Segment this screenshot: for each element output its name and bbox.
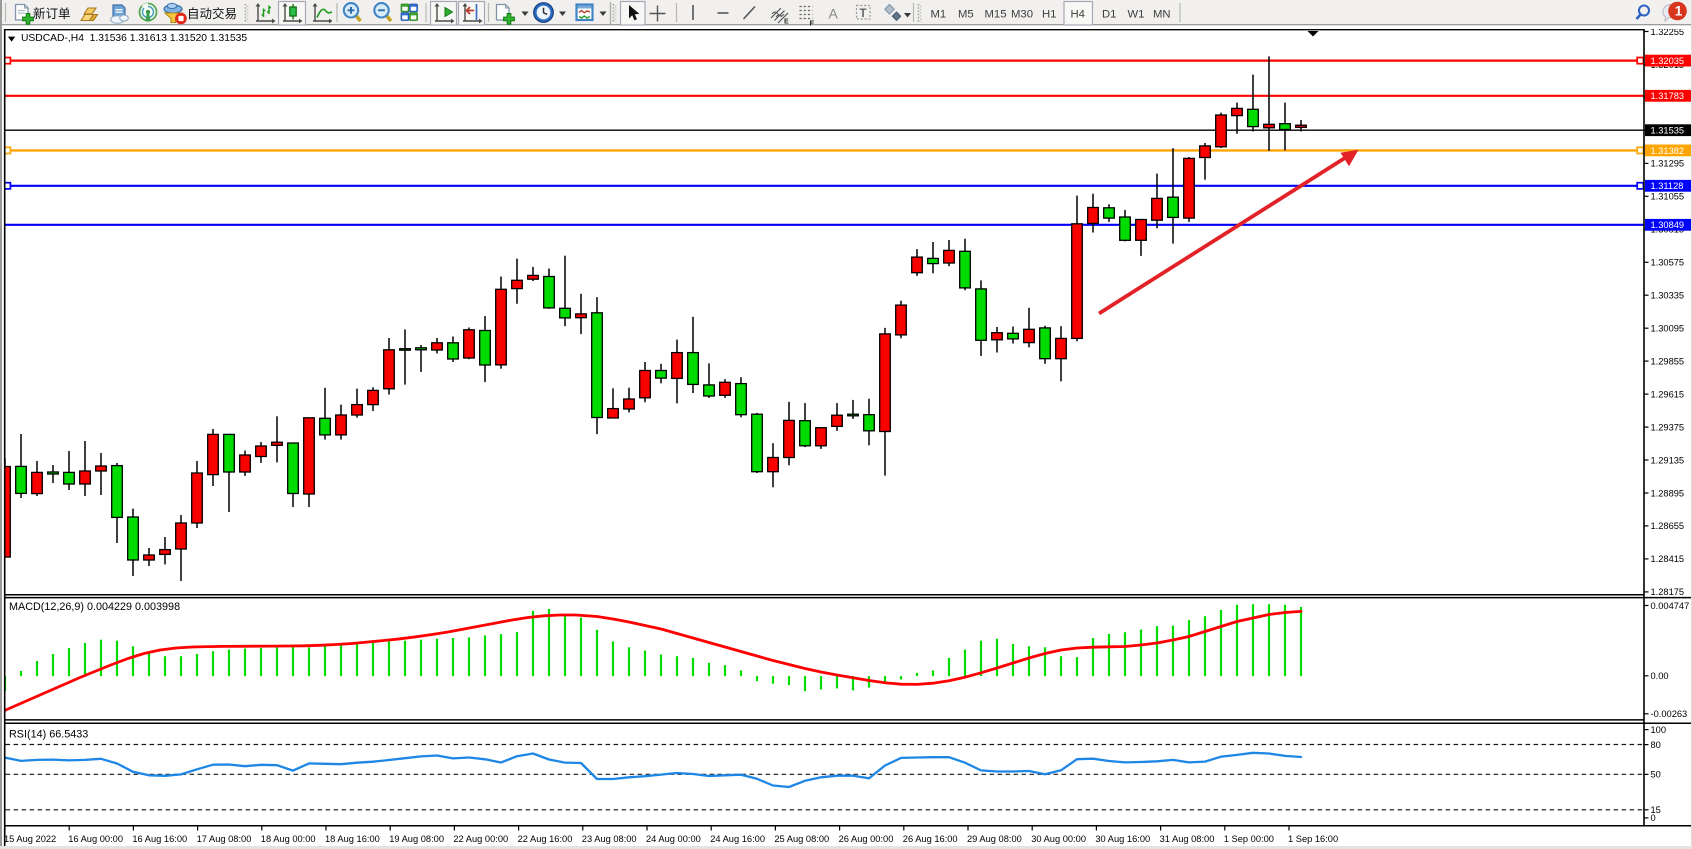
svg-text:1.30335: 1.30335: [1651, 291, 1685, 301]
svg-text:30 Aug 16:00: 30 Aug 16:00: [1095, 834, 1150, 844]
svg-text:1.31783: 1.31783: [1651, 91, 1685, 101]
svg-text:31 Aug 08:00: 31 Aug 08:00: [1160, 834, 1215, 844]
svg-text:24 Aug 16:00: 24 Aug 16:00: [710, 834, 765, 844]
svg-text:23 Aug 08:00: 23 Aug 08:00: [582, 834, 637, 844]
svg-text:1.29615: 1.29615: [1651, 389, 1685, 399]
svg-text:-0.00263: -0.00263: [1651, 709, 1688, 719]
svg-text:D1: D1: [1102, 9, 1116, 21]
svg-text:15 Aug 2022: 15 Aug 2022: [4, 834, 56, 844]
svg-text:F: F: [810, 19, 815, 28]
svg-text:1.29855: 1.29855: [1651, 356, 1685, 366]
svg-text:24 Aug 00:00: 24 Aug 00:00: [646, 834, 701, 844]
svg-text:22 Aug 00:00: 22 Aug 00:00: [453, 834, 508, 844]
svg-text:16 Aug 16:00: 16 Aug 16:00: [132, 834, 187, 844]
svg-text:1.32255: 1.32255: [1651, 27, 1685, 37]
svg-text:1.28895: 1.28895: [1651, 488, 1685, 498]
svg-text:RSI(14) 66.5433: RSI(14) 66.5433: [9, 729, 88, 741]
svg-text:自动交易: 自动交易: [187, 6, 237, 21]
svg-text:1.31382: 1.31382: [1651, 146, 1685, 156]
svg-text:MN: MN: [1153, 9, 1171, 21]
svg-text:80: 80: [1651, 740, 1661, 750]
svg-text:M30: M30: [1011, 9, 1033, 21]
svg-text:1.29375: 1.29375: [1651, 422, 1685, 432]
svg-text:26 Aug 16:00: 26 Aug 16:00: [903, 834, 958, 844]
svg-text:1.29135: 1.29135: [1651, 455, 1685, 465]
svg-text:18 Aug 00:00: 18 Aug 00:00: [261, 834, 316, 844]
svg-text:1.28175: 1.28175: [1651, 587, 1685, 597]
svg-text:新订单: 新订单: [33, 6, 71, 21]
svg-text:1.28655: 1.28655: [1651, 521, 1685, 531]
svg-text:19 Aug 08:00: 19 Aug 08:00: [389, 834, 444, 844]
svg-text:MACD(12,26,9) 0.004229 0.00399: MACD(12,26,9) 0.004229 0.003998: [9, 601, 180, 613]
svg-text:29 Aug 08:00: 29 Aug 08:00: [967, 834, 1022, 844]
svg-text:W1: W1: [1128, 9, 1145, 21]
svg-text:T: T: [860, 8, 867, 20]
svg-text:1 Sep 16:00: 1 Sep 16:00: [1288, 834, 1338, 844]
svg-text:1: 1: [1675, 4, 1683, 19]
svg-text:16 Aug 00:00: 16 Aug 00:00: [68, 834, 123, 844]
svg-text:1.30849: 1.30849: [1651, 220, 1685, 230]
svg-text:1 Sep 00:00: 1 Sep 00:00: [1224, 834, 1274, 844]
svg-text:A: A: [829, 6, 839, 22]
svg-text:H4: H4: [1071, 9, 1085, 21]
svg-text:17 Aug 08:00: 17 Aug 08:00: [197, 834, 252, 844]
svg-text:26 Aug 00:00: 26 Aug 00:00: [839, 834, 894, 844]
svg-text:30 Aug 00:00: 30 Aug 00:00: [1031, 834, 1086, 844]
svg-text:22 Aug 16:00: 22 Aug 16:00: [518, 834, 573, 844]
svg-text:M1: M1: [931, 9, 947, 21]
svg-text:15: 15: [1651, 805, 1661, 815]
svg-text:0.00: 0.00: [1651, 671, 1669, 681]
svg-text:1.31295: 1.31295: [1651, 159, 1685, 169]
svg-text:1.31535: 1.31535: [1651, 126, 1685, 136]
svg-text:E: E: [784, 19, 789, 26]
svg-text:1.30575: 1.30575: [1651, 258, 1685, 268]
svg-text:25 Aug 08:00: 25 Aug 08:00: [774, 834, 829, 844]
svg-text:0: 0: [1651, 813, 1656, 823]
svg-text:0.004747: 0.004747: [1651, 601, 1690, 611]
svg-text:USDCAD-,H4 1.31536 1.31613 1.: USDCAD-,H4 1.31536 1.31613 1.31520 1.315…: [21, 33, 247, 44]
svg-text:1.31055: 1.31055: [1651, 192, 1685, 202]
svg-text:1.31128: 1.31128: [1651, 181, 1684, 191]
svg-text:50: 50: [1651, 770, 1661, 780]
svg-text:1.28415: 1.28415: [1651, 554, 1685, 564]
svg-text:H1: H1: [1042, 9, 1056, 21]
svg-text:1.32035: 1.32035: [1651, 56, 1685, 66]
svg-text:18 Aug 16:00: 18 Aug 16:00: [325, 834, 380, 844]
svg-text:1.30095: 1.30095: [1651, 324, 1685, 334]
svg-text:M15: M15: [985, 9, 1007, 21]
svg-text:M5: M5: [958, 9, 974, 21]
svg-text:100: 100: [1651, 725, 1667, 735]
